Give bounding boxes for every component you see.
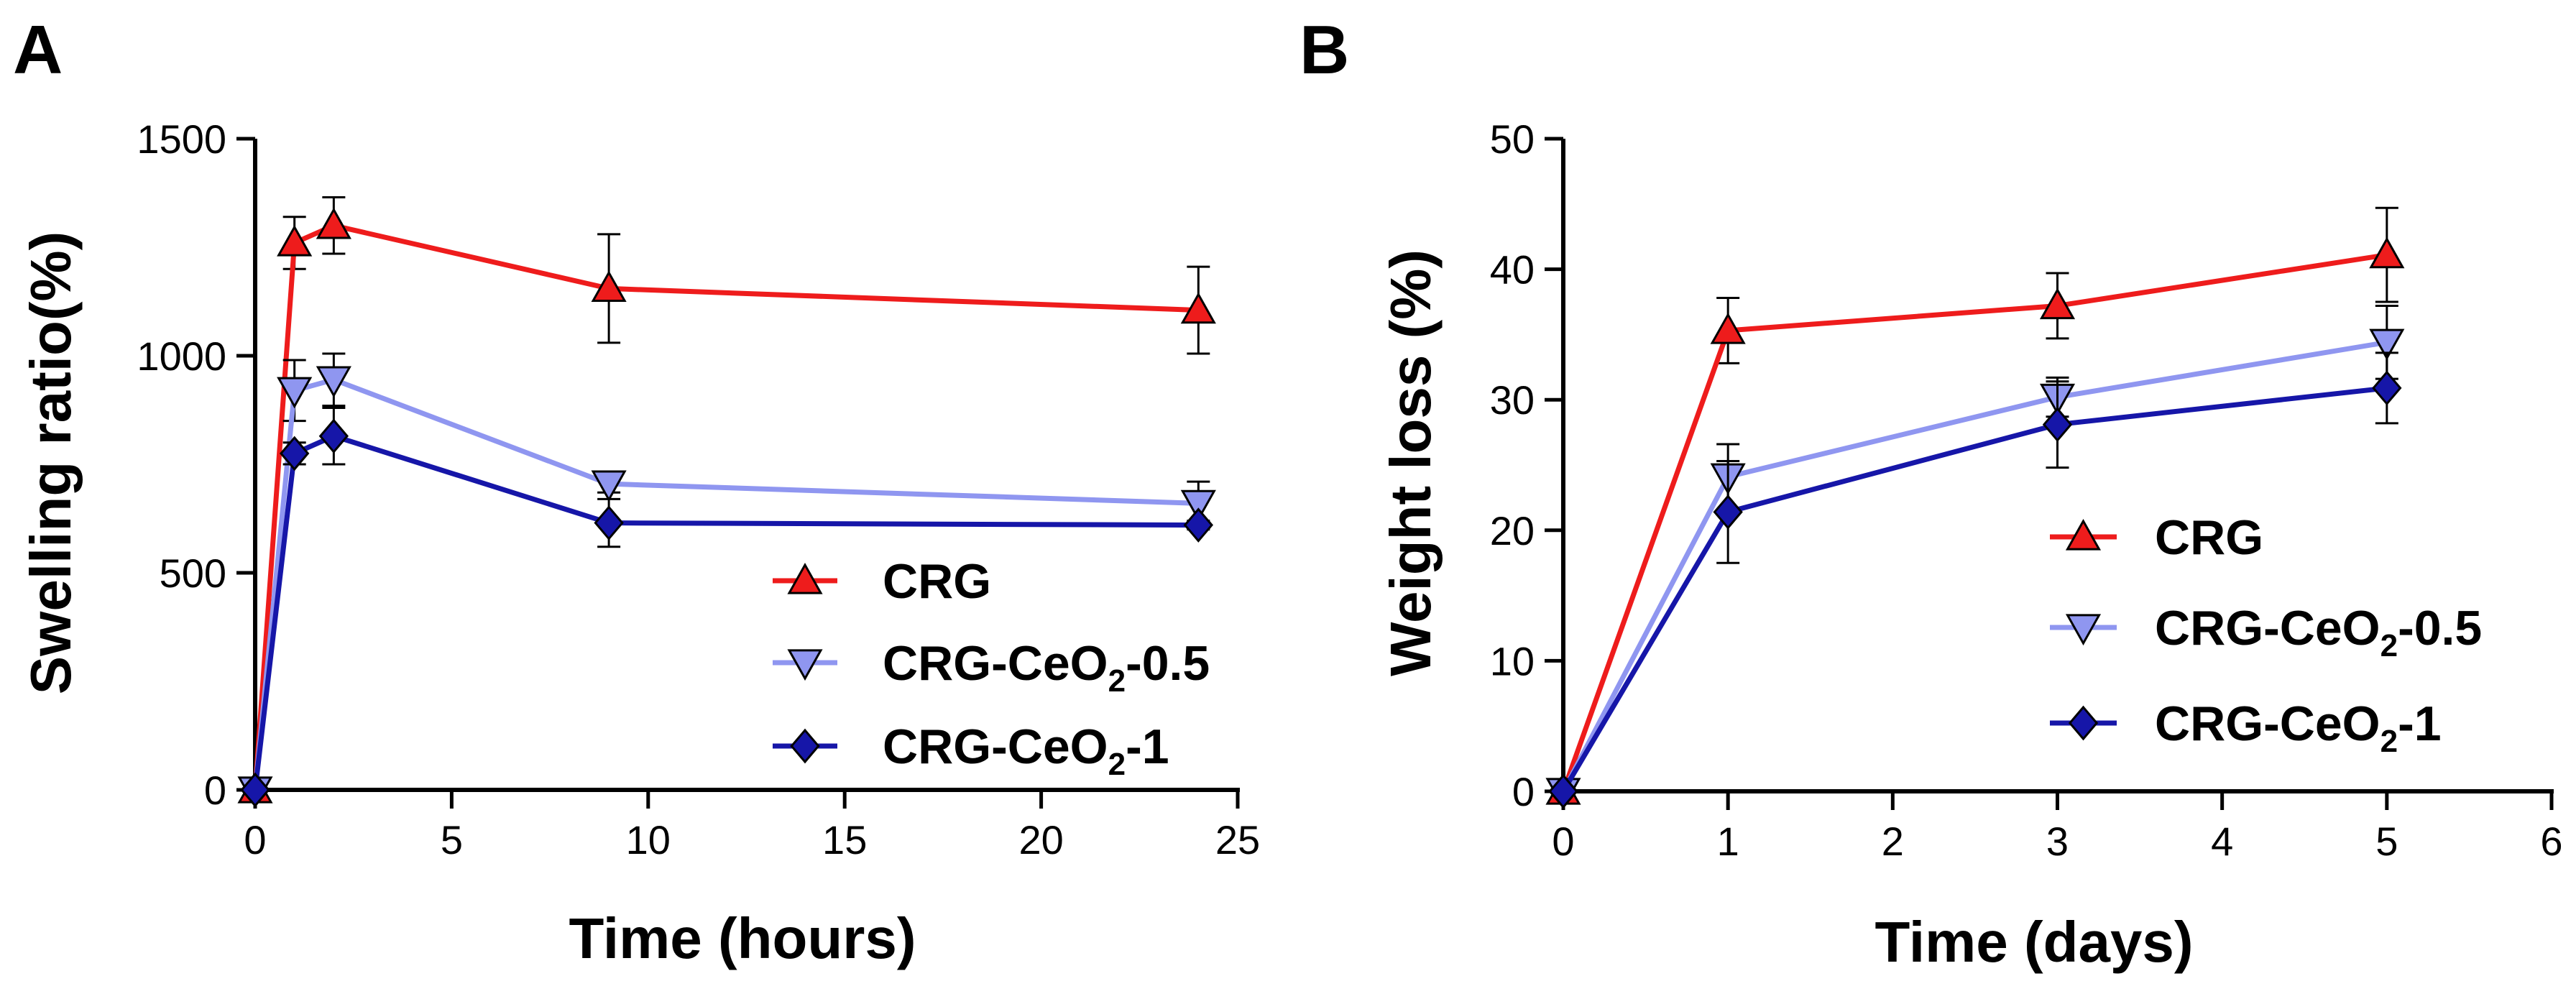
panel-a-legend-label-main: CRG-CeO bbox=[883, 719, 1108, 774]
panel-a-series-3-point bbox=[594, 505, 624, 540]
panel-b-series-3-point bbox=[2042, 407, 2073, 443]
panel-b-x-tick-label: 2 bbox=[1882, 819, 1904, 864]
panel-b-legend-label: CRG-CeO2-0.5 bbox=[2155, 601, 2482, 663]
panel-b-legend-label-main: CRG bbox=[2155, 510, 2263, 565]
panel-b-y-tick-label: 40 bbox=[1490, 247, 1535, 293]
panel-b-legend-marker bbox=[2068, 705, 2099, 741]
panel-a-legend-label-main: CRG bbox=[883, 554, 991, 609]
panel-b-y-axis-title: Weight loss (%) bbox=[1379, 249, 1443, 676]
panel-a-series-1-point bbox=[316, 207, 351, 239]
panel-b-legend-marker bbox=[2065, 614, 2102, 646]
panel-b-x-tick-label: 0 bbox=[1552, 819, 1574, 864]
panel-b-axes: 0 1 2 3 4 5 6 0 10 20 30 40 50 bbox=[1490, 116, 2563, 864]
panel-b-legend-label: CRG-CeO2-1 bbox=[2155, 696, 2442, 759]
panel-b-series-2-point bbox=[2369, 328, 2405, 361]
panel-a-legend-label-tail: -1 bbox=[1126, 719, 1169, 774]
panel-a-x-tick-label: 15 bbox=[822, 817, 867, 862]
panel-b-x-axis-title: Time (days) bbox=[1874, 910, 2193, 974]
panel-b-letter: B bbox=[1300, 11, 1349, 88]
panel-a-series-3-point bbox=[1183, 507, 1213, 543]
panel-b-legend-marker bbox=[2065, 518, 2102, 551]
panel-b-legend-label-tail: -1 bbox=[2398, 696, 2441, 751]
panel-b-series-1 bbox=[1545, 206, 2405, 805]
panel-a-legend-label-tail: -0.5 bbox=[1126, 636, 1210, 691]
panel-a-series-3-point bbox=[280, 436, 310, 471]
panel-b-series-2-line bbox=[1560, 339, 2388, 793]
panel-a-y-tick-label: 500 bbox=[160, 551, 226, 596]
panel-a-series-2-point bbox=[277, 377, 313, 409]
panel-a-axes: 0 5 10 15 20 25 0 500 1000 1500 bbox=[137, 116, 1260, 862]
panel-a-series-2-point bbox=[316, 366, 351, 398]
panel-a-series bbox=[237, 196, 1216, 809]
panel-a-legend-label: CRG-CeO2-0.5 bbox=[883, 636, 1210, 699]
panel-a-x-tick-label: 25 bbox=[1215, 817, 1260, 862]
panel-a-x-tick-label: 20 bbox=[1018, 817, 1063, 862]
panel-b-series-3 bbox=[1548, 351, 2402, 809]
panel-a-legend-label: CRG-CeO2-1 bbox=[883, 719, 1169, 782]
panel-b-x-tick-label: 6 bbox=[2540, 819, 2562, 864]
panel-b-legend-label: CRG bbox=[2155, 510, 2263, 565]
panel-b-y-tick-label: 30 bbox=[1490, 377, 1535, 423]
panel-a-series-3-point bbox=[318, 418, 349, 454]
panel-b-y-tick-label: 20 bbox=[1490, 508, 1535, 553]
panel-a-legend-label-main: CRG-CeO bbox=[883, 636, 1108, 691]
panel-a-x-tick-label: 5 bbox=[441, 817, 463, 862]
panel-a-legend-label: CRG bbox=[883, 554, 991, 609]
panel-a-series-1-line bbox=[252, 223, 1199, 791]
panel-a: A 0 5 10 15 20 25 0 500 1000 1500 Time (hours) Sw… bbox=[13, 11, 1260, 970]
panel-b-series-3-line bbox=[1560, 385, 2388, 793]
panel-b-x-tick-label: 4 bbox=[2211, 819, 2233, 864]
panel-b-series-3-point bbox=[2372, 370, 2402, 406]
panel-b-legend-label-main: CRG-CeO bbox=[2155, 601, 2380, 655]
panel-b-y-tick-label: 0 bbox=[1512, 769, 1535, 814]
panel-b-y-tick-label: 10 bbox=[1490, 638, 1535, 684]
panel-a-legend-marker bbox=[790, 728, 820, 764]
panel-b-legend-label-subscript: 2 bbox=[2380, 724, 2398, 759]
panel-a-x-tick-label: 10 bbox=[626, 817, 671, 862]
panel-a-series-1-point bbox=[1180, 292, 1216, 324]
panel-b-series-1-line bbox=[1560, 252, 2388, 793]
panel-a-legend-marker bbox=[787, 649, 823, 681]
panel-a-series-1 bbox=[237, 196, 1216, 804]
panel-a-series-1-point bbox=[591, 270, 627, 303]
panel-b-series-1-point bbox=[1710, 312, 1746, 344]
panel-b-legend-label-main: CRG-CeO bbox=[2155, 696, 2380, 751]
panel-a-series-2-point bbox=[1180, 489, 1216, 522]
panel-a-y-tick-label: 1500 bbox=[137, 116, 226, 162]
panel-a-x-axis-title: Time (hours) bbox=[569, 906, 916, 970]
panel-a-y-axis-title: Swelling ratio(%) bbox=[19, 231, 83, 695]
panel-b-x-tick-label: 3 bbox=[2046, 819, 2069, 864]
panel-a-legend-label-subscript: 2 bbox=[1108, 747, 1126, 782]
panel-a-series-3 bbox=[240, 406, 1213, 808]
panel-a-y-tick-label: 1000 bbox=[137, 333, 226, 379]
panel-a-legend-marker bbox=[787, 562, 823, 594]
panel-b-y-tick-label: 50 bbox=[1490, 116, 1535, 162]
panel-a-letter: A bbox=[13, 11, 63, 88]
panel-a-y-tick-label: 0 bbox=[204, 768, 226, 813]
panel-b-series-1-point bbox=[2369, 236, 2405, 269]
panel-b-x-tick-label: 5 bbox=[2375, 819, 2398, 864]
panel-b-series-3-point bbox=[1548, 773, 1578, 809]
panel-b-legend-label-tail: -0.5 bbox=[2398, 601, 2482, 655]
panel-a-series-2-point bbox=[591, 470, 627, 502]
panel-a-series-3-point bbox=[240, 772, 270, 808]
panel-a-series-1-point bbox=[277, 224, 313, 257]
panel-b: B 0 1 2 3 4 5 6 0 10 20 30 40 50 Time (days) Weight … bbox=[1300, 11, 2563, 974]
panel-b-series bbox=[1545, 206, 2405, 810]
panel-a-legend-label-subscript: 2 bbox=[1108, 663, 1126, 699]
panel-a-x-tick-label: 0 bbox=[244, 817, 266, 862]
panel-b-legend-label-subscript: 2 bbox=[2380, 628, 2398, 663]
panel-b-x-tick-label: 1 bbox=[1717, 819, 1739, 864]
panel-b-series-3-point bbox=[1713, 494, 1743, 530]
panel-b-series-1-point bbox=[2039, 287, 2076, 320]
